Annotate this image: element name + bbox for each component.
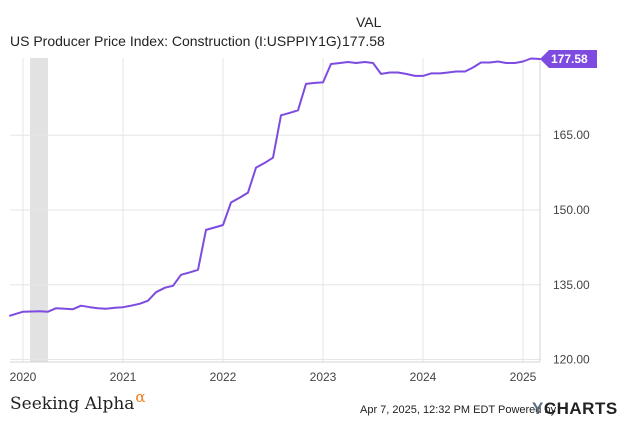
series-line: [9, 57, 541, 317]
footer-timestamp: Apr 7, 2025, 12:32 PM EDT Powered by: [360, 404, 557, 416]
last-value-label: 177.58: [551, 52, 588, 66]
ycharts-logo-text: CHARTS: [543, 399, 618, 418]
x-tick-label: 2025: [510, 370, 537, 384]
x-tick-label: 2021: [110, 370, 137, 384]
x-tick-label: 2020: [10, 370, 37, 384]
series-latest-value: 177.58: [342, 33, 385, 49]
ycharts-logo: YCHARTS: [532, 399, 618, 419]
y-tick-label: 150.00: [553, 203, 590, 217]
value-column-header: VAL: [356, 14, 382, 30]
x-tick-label: 2023: [310, 370, 337, 384]
x-tick-label: 2022: [210, 370, 237, 384]
last-value-flag: [540, 49, 597, 68]
brand-text: Seeking Alpha: [10, 394, 135, 414]
y-tick-label: 165.00: [553, 128, 590, 142]
series-name: US Producer Price Index: Construction (I…: [10, 33, 342, 49]
y-tick-label: 120.00: [553, 353, 590, 367]
x-tick-label: 2024: [410, 370, 437, 384]
ycharts-logo-y: Y: [532, 399, 544, 418]
seeking-alpha-logo: Seeking Alphaα: [10, 388, 146, 414]
alpha-icon: α: [135, 388, 146, 406]
y-tick-label: 135.00: [553, 278, 590, 292]
